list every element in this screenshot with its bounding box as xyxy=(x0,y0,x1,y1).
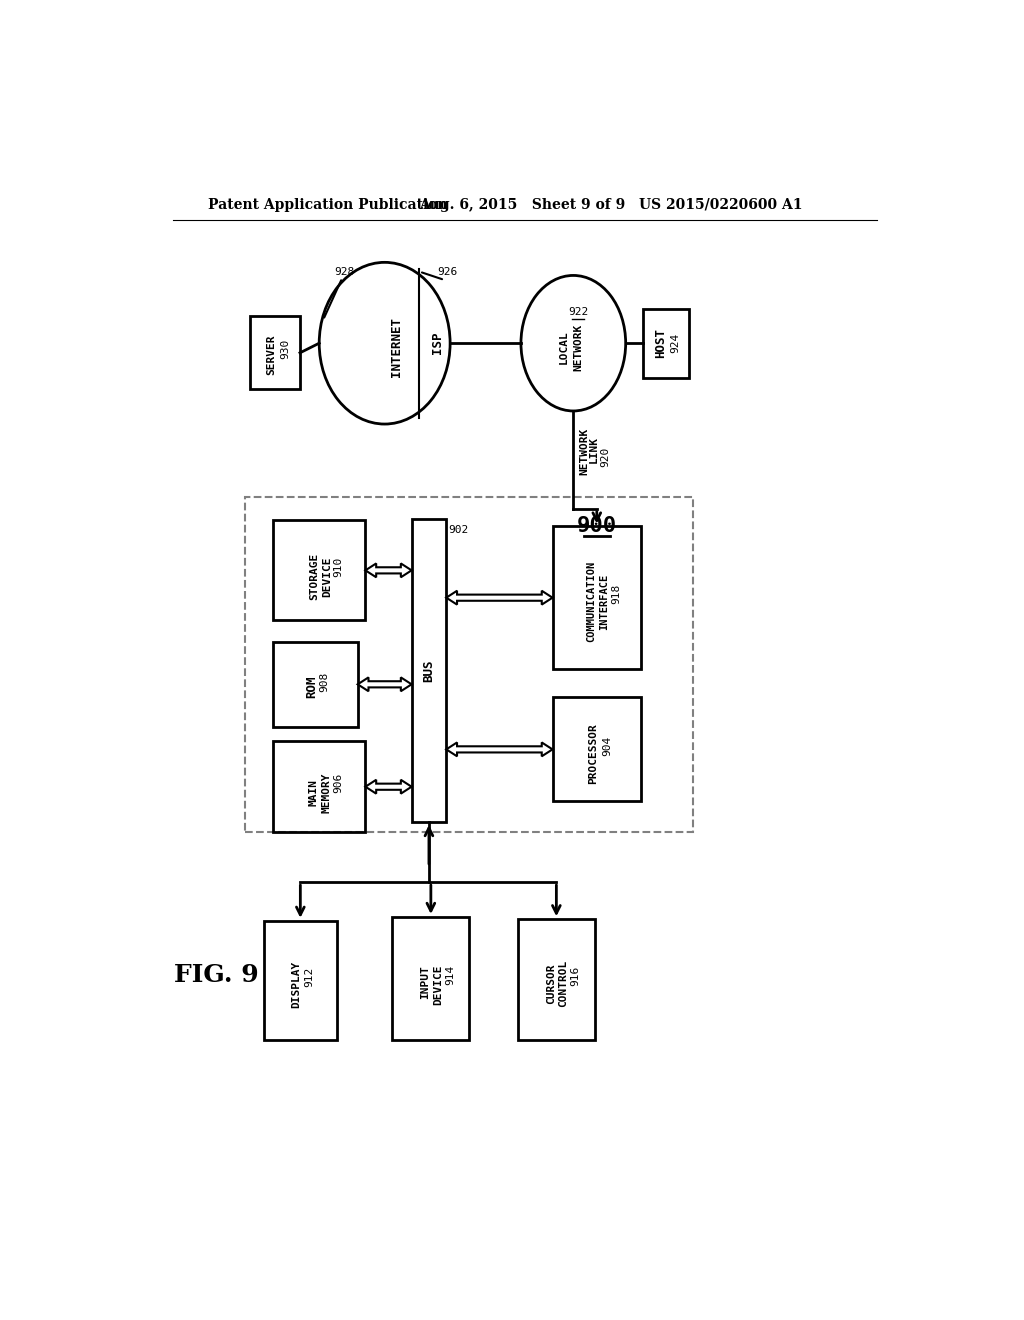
Text: BUS: BUS xyxy=(423,659,435,681)
Text: MEMORY: MEMORY xyxy=(322,772,331,813)
Bar xyxy=(273,642,357,726)
Bar xyxy=(250,317,300,389)
Polygon shape xyxy=(366,564,412,577)
Text: 916: 916 xyxy=(570,966,581,986)
Bar xyxy=(273,742,366,832)
Text: STORAGE: STORAGE xyxy=(309,553,318,601)
Text: 924: 924 xyxy=(670,333,680,354)
Text: 904: 904 xyxy=(602,735,612,755)
Bar xyxy=(264,921,337,1040)
Bar xyxy=(245,498,692,832)
Text: HOST: HOST xyxy=(654,329,668,358)
Text: 926: 926 xyxy=(437,267,458,277)
Text: INTERFACE: INTERFACE xyxy=(599,573,609,630)
Polygon shape xyxy=(446,591,553,605)
Bar xyxy=(518,919,595,1040)
Text: DISPLAY: DISPLAY xyxy=(292,961,301,1008)
Text: 912: 912 xyxy=(304,966,314,986)
Text: DEVICE: DEVICE xyxy=(322,556,332,597)
Text: DEVICE: DEVICE xyxy=(433,965,442,1005)
Text: 910: 910 xyxy=(334,556,343,577)
Text: 906: 906 xyxy=(334,772,343,793)
Text: 900: 900 xyxy=(577,516,616,536)
Text: 914: 914 xyxy=(445,965,455,985)
Text: 920: 920 xyxy=(601,447,610,467)
Polygon shape xyxy=(366,780,412,793)
Text: US 2015/0220600 A1: US 2015/0220600 A1 xyxy=(639,198,802,211)
Text: COMMUNICATION: COMMUNICATION xyxy=(587,561,596,642)
Text: 928: 928 xyxy=(334,267,354,277)
Text: FIG. 9: FIG. 9 xyxy=(174,962,259,986)
Text: NETWORK: NETWORK xyxy=(580,428,589,475)
Text: INTERNET: INTERNET xyxy=(390,317,402,378)
Polygon shape xyxy=(446,742,553,756)
Text: 918: 918 xyxy=(611,583,621,605)
Polygon shape xyxy=(357,677,412,692)
Text: Aug. 6, 2015   Sheet 9 of 9: Aug. 6, 2015 Sheet 9 of 9 xyxy=(419,198,626,211)
Text: INPUT: INPUT xyxy=(421,965,430,999)
Text: ROM: ROM xyxy=(305,676,318,698)
Text: PROCESSOR: PROCESSOR xyxy=(588,723,598,784)
Text: LOCAL: LOCAL xyxy=(559,330,569,364)
Text: MAIN: MAIN xyxy=(309,779,318,807)
Text: SERVER: SERVER xyxy=(266,335,276,375)
Text: 908: 908 xyxy=(319,672,330,692)
Bar xyxy=(273,520,366,620)
Bar xyxy=(643,309,689,378)
Text: LINK: LINK xyxy=(589,436,599,463)
Bar xyxy=(553,527,641,669)
Text: 902: 902 xyxy=(449,525,469,536)
Bar xyxy=(412,519,446,822)
Text: ISP: ISP xyxy=(430,331,443,355)
Bar xyxy=(553,697,641,801)
Text: NETWORK: NETWORK xyxy=(573,323,583,371)
Text: 922: 922 xyxy=(567,308,588,317)
Text: 930: 930 xyxy=(280,339,290,359)
Text: CONTROL: CONTROL xyxy=(558,960,568,1007)
Text: CURSOR: CURSOR xyxy=(546,964,556,1003)
Text: Patent Application Publication: Patent Application Publication xyxy=(208,198,447,211)
Bar xyxy=(392,917,469,1040)
